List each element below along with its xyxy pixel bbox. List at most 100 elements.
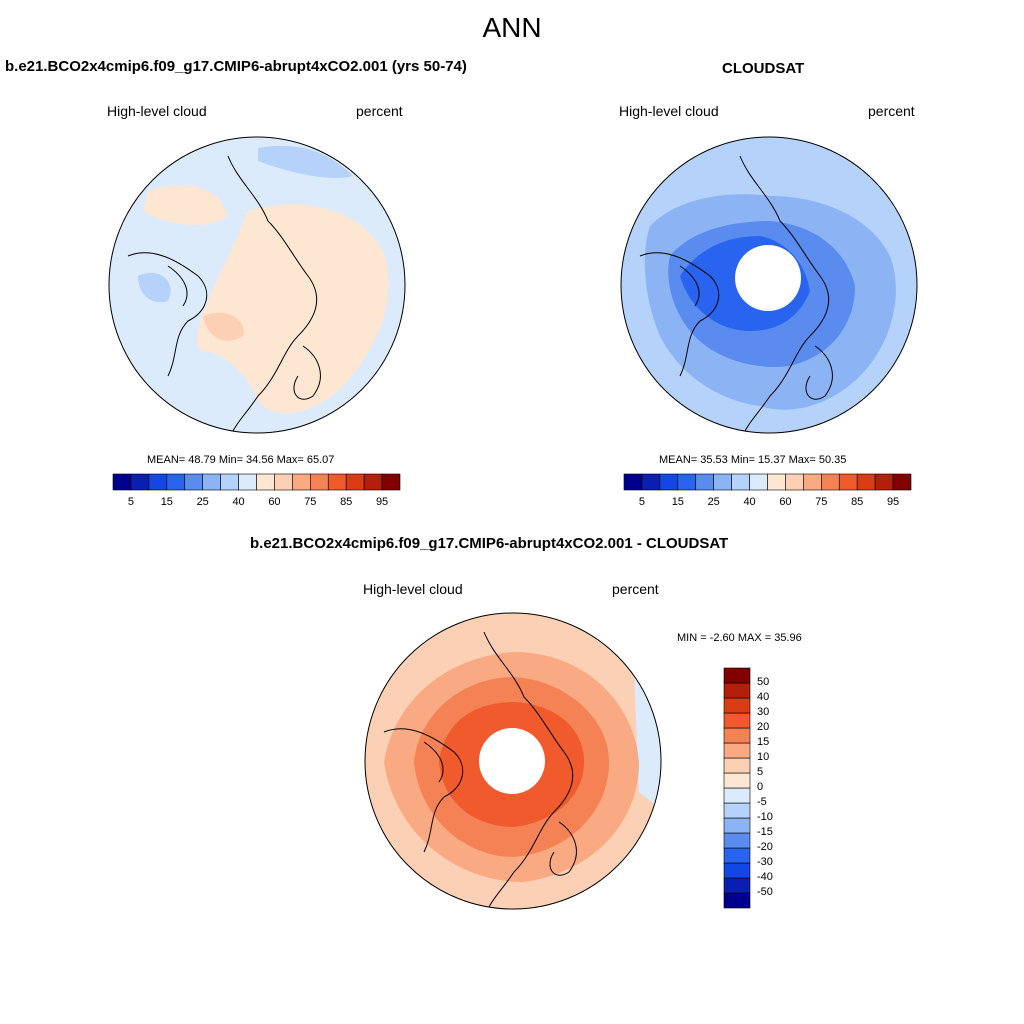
panel3-units-label: percent bbox=[612, 581, 659, 597]
colorbar-swatch bbox=[148, 473, 168, 491]
colorbar-tick-label: 15 bbox=[671, 496, 684, 508]
panel1-units-label: percent bbox=[356, 103, 403, 119]
colorbar-swatch bbox=[723, 712, 751, 729]
colorbar-tick-label: 10 bbox=[757, 751, 770, 763]
colorbar-swatch bbox=[641, 473, 661, 491]
colorbar-swatch bbox=[821, 473, 840, 491]
colorbar-tick-label: 40 bbox=[757, 691, 770, 703]
colorbar-swatch bbox=[327, 473, 347, 491]
colorbar-swatch bbox=[677, 473, 697, 491]
colorbar-tick-label: -15 bbox=[757, 826, 773, 838]
colorbar-swatch bbox=[723, 742, 751, 759]
colorbar-tick-label: 60 bbox=[268, 496, 281, 508]
panel2-units-label: percent bbox=[868, 103, 915, 119]
colorbar-swatch bbox=[363, 473, 383, 491]
colorbar-swatch bbox=[723, 682, 751, 699]
colorbar-swatch bbox=[112, 473, 132, 491]
colorbar-swatch bbox=[723, 772, 751, 789]
panel1-map bbox=[108, 136, 406, 434]
colorbar-swatch bbox=[274, 473, 293, 491]
colorbar-tick-label: 5 bbox=[757, 766, 764, 778]
panel3-colorbar bbox=[723, 667, 751, 909]
panel1-title: b.e21.BCO2x4cmip6.f09_g17.CMIP6-abrupt4x… bbox=[5, 58, 467, 75]
colorbar-tick-label: -20 bbox=[757, 841, 773, 853]
colorbar-swatch bbox=[184, 473, 203, 491]
colorbar-swatch bbox=[723, 877, 751, 894]
colorbar-swatch bbox=[723, 862, 751, 879]
colorbar-swatch bbox=[723, 847, 751, 864]
panel1-colorbar bbox=[112, 473, 401, 491]
figure-title: ANN bbox=[482, 12, 542, 43]
colorbar-swatch bbox=[856, 473, 876, 491]
colorbar-swatch bbox=[130, 473, 150, 491]
colorbar-swatch bbox=[892, 473, 912, 491]
colorbar-swatch bbox=[749, 473, 768, 491]
panel3-title: b.e21.BCO2x4cmip6.f09_g17.CMIP6-abrupt4x… bbox=[250, 535, 729, 552]
colorbar-swatch bbox=[767, 473, 786, 491]
colorbar-swatch bbox=[623, 473, 643, 491]
colorbar-tick-label: 25 bbox=[196, 496, 209, 508]
colorbar-tick-label: 15 bbox=[757, 736, 770, 748]
colorbar-tick-label: 50 bbox=[757, 676, 770, 688]
colorbar-tick-label: 15 bbox=[160, 496, 173, 508]
colorbar-tick-label: -10 bbox=[757, 811, 773, 823]
colorbar-tick-label: 40 bbox=[232, 496, 245, 508]
colorbar-tick-label: 5 bbox=[638, 496, 645, 508]
colorbar-swatch bbox=[345, 473, 365, 491]
colorbar-swatch bbox=[695, 473, 714, 491]
colorbar-swatch bbox=[256, 473, 275, 491]
panel3-map bbox=[364, 612, 662, 910]
panel1-stats: MEAN= 48.79 Min= 34.56 Max= 65.07 bbox=[147, 454, 335, 466]
colorbar-swatch bbox=[310, 473, 329, 491]
colorbar-tick-label: -40 bbox=[757, 871, 773, 883]
colorbar-tick-label: -5 bbox=[757, 796, 767, 808]
colorbar-swatch bbox=[723, 757, 751, 774]
colorbar-swatch bbox=[723, 727, 751, 744]
colorbar-swatch bbox=[803, 473, 822, 491]
panel2-colorbar bbox=[623, 473, 912, 491]
colorbar-swatch bbox=[723, 817, 751, 834]
colorbar-tick-label: 40 bbox=[743, 496, 756, 508]
colorbar-tick-label: 75 bbox=[304, 496, 317, 508]
colorbar-swatch bbox=[220, 473, 239, 491]
colorbar-tick-label: 75 bbox=[815, 496, 828, 508]
colorbar-swatch bbox=[731, 473, 750, 491]
colorbar-swatch bbox=[723, 787, 751, 804]
colorbar-tick-label: -50 bbox=[757, 886, 773, 898]
colorbar-tick-label: 85 bbox=[851, 496, 864, 508]
panel2-variable-label: High-level cloud bbox=[619, 103, 719, 119]
colorbar-tick-label: 95 bbox=[886, 496, 900, 508]
colorbar-swatch bbox=[238, 473, 257, 491]
colorbar-tick-label: 5 bbox=[127, 496, 134, 508]
colorbar-tick-label: 30 bbox=[757, 706, 770, 718]
panel1-variable-label: High-level cloud bbox=[107, 103, 207, 119]
colorbar-swatch bbox=[713, 473, 732, 491]
colorbar-tick-label: 0 bbox=[757, 781, 764, 793]
colorbar-swatch bbox=[381, 473, 401, 491]
panel2-map bbox=[620, 136, 918, 434]
colorbar-tick-label: 20 bbox=[757, 721, 770, 733]
panel3-colorbar-ticks: -50 -40 -30 -20 -15 -10 -5 0 5 10 15 20 30 40 50 bbox=[757, 668, 797, 908]
colorbar-tick-label: 25 bbox=[707, 496, 720, 508]
panel3-stats: MIN = -2.60 MAX = 35.96 bbox=[677, 632, 802, 644]
panel3-variable-label: High-level cloud bbox=[363, 581, 463, 597]
colorbar-swatch bbox=[723, 697, 751, 714]
colorbar-tick-label: 60 bbox=[779, 496, 792, 508]
panel2-stats: MEAN= 35.53 Min= 15.37 Max= 50.35 bbox=[659, 454, 847, 466]
colorbar-tick-label: 85 bbox=[340, 496, 353, 508]
panel1-colorbar-ticks: 5 15 25 40 60 75 85 95 bbox=[113, 496, 400, 510]
colorbar-swatch bbox=[166, 473, 186, 491]
colorbar-swatch bbox=[723, 892, 751, 909]
colorbar-swatch bbox=[202, 473, 221, 491]
colorbar-swatch bbox=[723, 832, 751, 849]
panel2-title: CLOUDSAT bbox=[722, 60, 805, 77]
colorbar-swatch bbox=[292, 473, 311, 491]
panel2-colorbar-ticks: 5 15 25 40 60 75 85 95 bbox=[624, 496, 911, 510]
colorbar-swatch bbox=[874, 473, 894, 491]
colorbar-swatch bbox=[838, 473, 858, 491]
colorbar-swatch bbox=[659, 473, 679, 491]
colorbar-tick-label: 95 bbox=[375, 496, 389, 508]
colorbar-swatch bbox=[723, 667, 751, 684]
colorbar-tick-label: -30 bbox=[757, 856, 773, 868]
colorbar-swatch bbox=[785, 473, 804, 491]
